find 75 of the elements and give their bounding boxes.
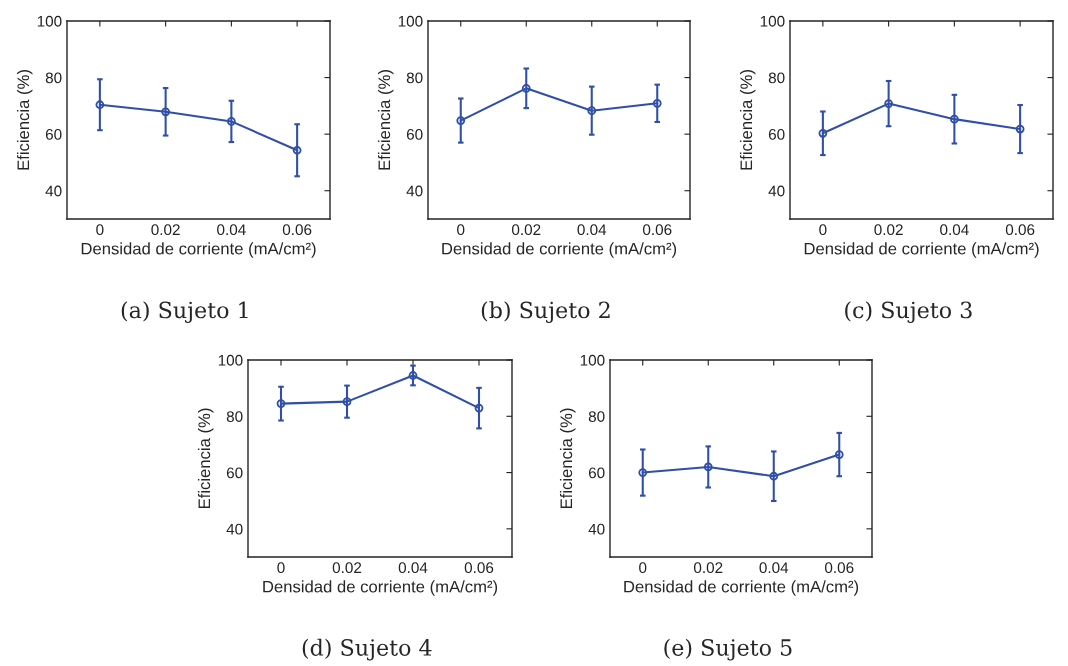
x-tick-label: 0.04 <box>940 224 969 236</box>
x-tick-label: 0.04 <box>577 224 607 236</box>
y-tick-label: 60 <box>768 129 785 140</box>
y-tick-label: 80 <box>45 72 62 84</box>
text: (c) Sujeto 3 <box>845 301 972 323</box>
y-tick-label: 100 <box>760 15 785 27</box>
x-axis-title: Densidad de corriente (mA/cm²) <box>81 242 316 258</box>
x-tick-label: 0.06 <box>642 224 672 236</box>
x-tick-label: 0.04 <box>217 224 246 236</box>
point <box>818 128 828 138</box>
point <box>95 100 105 110</box>
y-axis-title: Eficiencia (%) <box>377 70 394 170</box>
x-axis-title: Densidad de corriente (mA/cm²) <box>804 242 1039 258</box>
x-tick-label: 0.04 <box>398 562 428 574</box>
y-axis-title: Eficiencia (%) <box>197 408 214 509</box>
y-tick-label: 60 <box>45 129 62 140</box>
y-tick-label: 40 <box>45 185 62 197</box>
text: (d) Sujeto 4 <box>302 638 432 661</box>
point <box>276 399 286 408</box>
point <box>456 116 466 125</box>
y-tick-label: 80 <box>226 411 243 422</box>
y-tick-label: 60 <box>588 467 605 479</box>
x-axis-title: Densidad de corriente (mA/cm²) <box>624 580 859 596</box>
x-tick-label: 0 <box>819 224 827 236</box>
x-tick-label: 0.02 <box>874 224 903 236</box>
y-tick-label: 40 <box>406 185 423 197</box>
x-tick-label: 0.02 <box>332 562 362 574</box>
point <box>884 99 894 108</box>
y-tick-label: 40 <box>768 185 785 197</box>
point <box>652 98 662 108</box>
point <box>408 371 418 380</box>
point <box>292 145 302 155</box>
point <box>769 471 779 481</box>
x-tick-label: 0 <box>639 562 647 574</box>
y-tick-label: 100 <box>37 15 62 27</box>
point <box>834 450 844 459</box>
text: (a) Sujeto 1 <box>121 301 248 323</box>
point <box>949 114 959 124</box>
x-axis-title: Densidad de corriente (mA/cm²) <box>442 242 677 258</box>
x-axis-title: Densidad de corriente (mA/cm²) <box>263 580 498 596</box>
y-tick-label: 100 <box>398 15 423 27</box>
x-tick-label: 0 <box>277 562 285 574</box>
point <box>226 117 236 126</box>
y-axis-title: Eficiencia (%) <box>16 70 33 170</box>
x-tick-label: 0.02 <box>151 224 180 236</box>
text: (e) Sujeto 5 <box>664 638 792 661</box>
point <box>474 403 484 413</box>
x-tick-label: 0.02 <box>693 562 723 574</box>
y-tick-label: 40 <box>588 523 605 535</box>
point <box>1015 124 1025 134</box>
y-axis-title: Eficiencia (%) <box>559 408 576 509</box>
x-tick-label: 0.06 <box>282 224 312 236</box>
point <box>161 107 171 117</box>
y-tick-label: 40 <box>226 523 243 535</box>
x-tick-label: 0 <box>457 224 465 236</box>
point <box>703 462 713 472</box>
y-tick-label: 80 <box>768 72 785 84</box>
x-tick-label: 0.06 <box>824 562 854 574</box>
x-tick-label: 0 <box>96 224 104 236</box>
y-tick-label: 60 <box>406 129 423 140</box>
x-tick-label: 0.02 <box>511 224 541 236</box>
point <box>521 83 531 93</box>
x-tick-label: 0.04 <box>759 562 789 574</box>
y-axis-title: Eficiencia (%) <box>739 70 756 170</box>
y-tick-label: 80 <box>406 72 423 84</box>
point <box>587 106 597 116</box>
point <box>638 468 648 477</box>
y-tick-label: 80 <box>588 411 605 422</box>
y-tick-label: 60 <box>226 467 243 479</box>
y-tick-label: 100 <box>218 354 243 366</box>
x-tick-label: 0.06 <box>464 562 494 574</box>
x-tick-label: 0.06 <box>1005 224 1035 236</box>
y-tick-label: 100 <box>580 354 605 366</box>
point <box>342 397 352 407</box>
text: (b) Sujeto 2 <box>481 301 610 323</box>
